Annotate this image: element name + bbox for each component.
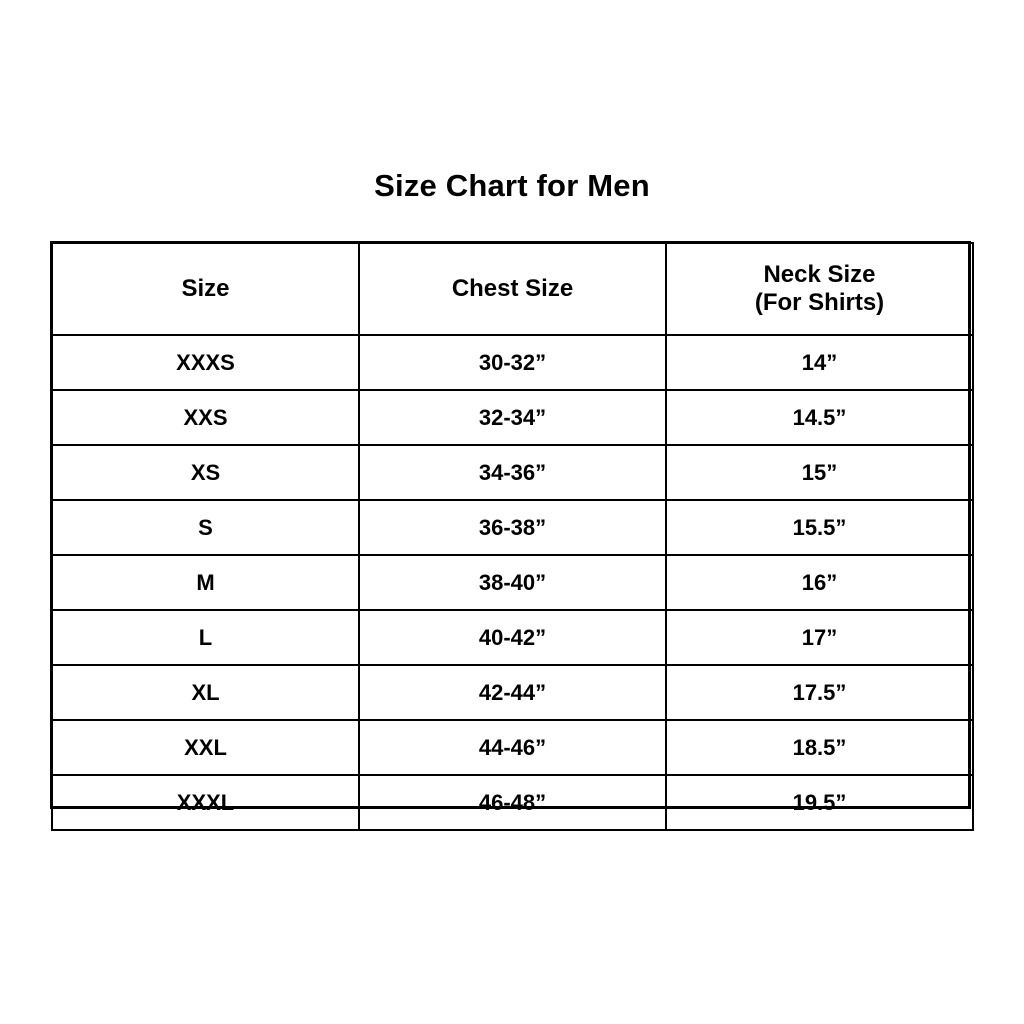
cell-neck-size: 19.5” [665,774,974,831]
table-row: XXXL 46-48” 19.5” [51,774,974,831]
cell-size: XXXL [51,774,360,831]
cell-size: XS [51,444,360,501]
table-row: XXS 32-34” 14.5” [51,389,974,446]
cell-size: L [51,609,360,666]
cell-size: XL [51,664,360,721]
cell-neck-size: 16” [665,554,974,611]
column-header-chest-size-label: Chest Size [451,274,574,302]
table-header-row: Size Chest Size Neck Size (For Shirts) [51,242,974,336]
size-chart-table-container: Size Chest Size Neck Size (For Shirts) X… [50,241,974,831]
column-header-chest-size: Chest Size [358,242,667,336]
column-header-neck-size-sublabel: (For Shirts) [754,289,885,316]
table-row: S 36-38” 15.5” [51,499,974,556]
table-row: L 40-42” 17” [51,609,974,666]
cell-chest-size: 42-44” [358,664,667,721]
cell-chest-size: 38-40” [358,554,667,611]
cell-neck-size: 18.5” [665,719,974,776]
cell-size: XXS [51,389,360,446]
column-header-neck-size: Neck Size (For Shirts) [665,242,974,336]
cell-neck-size: 14” [665,334,974,391]
cell-neck-size: 14.5” [665,389,974,446]
cell-neck-size: 15” [665,444,974,501]
table-body: XXXS 30-32” 14” XXS 32-34” 14.5” XS 34-3… [51,334,974,831]
cell-neck-size: 15.5” [665,499,974,556]
size-chart-table: Size Chest Size Neck Size (For Shirts) X… [51,242,974,831]
cell-chest-size: 46-48” [358,774,667,831]
table-row: XS 34-36” 15” [51,444,974,501]
column-header-size: Size [51,242,360,336]
page-title: Size Chart for Men [374,168,650,203]
cell-size: XXXS [51,334,360,391]
cell-size: M [51,554,360,611]
cell-chest-size: 44-46” [358,719,667,776]
table-row: M 38-40” 16” [51,554,974,611]
table-row: XXL 44-46” 18.5” [51,719,974,776]
cell-neck-size: 17” [665,609,974,666]
cell-size: XXL [51,719,360,776]
table-row: XXXS 30-32” 14” [51,334,974,391]
cell-chest-size: 30-32” [358,334,667,391]
cell-size: S [51,499,360,556]
table-row: XL 42-44” 17.5” [51,664,974,721]
cell-chest-size: 32-34” [358,389,667,446]
column-header-neck-size-label: Neck Size [763,260,876,288]
table-header: Size Chest Size Neck Size (For Shirts) [51,242,974,336]
cell-neck-size: 17.5” [665,664,974,721]
cell-chest-size: 36-38” [358,499,667,556]
column-header-size-label: Size [181,274,230,302]
cell-chest-size: 34-36” [358,444,667,501]
cell-chest-size: 40-42” [358,609,667,666]
